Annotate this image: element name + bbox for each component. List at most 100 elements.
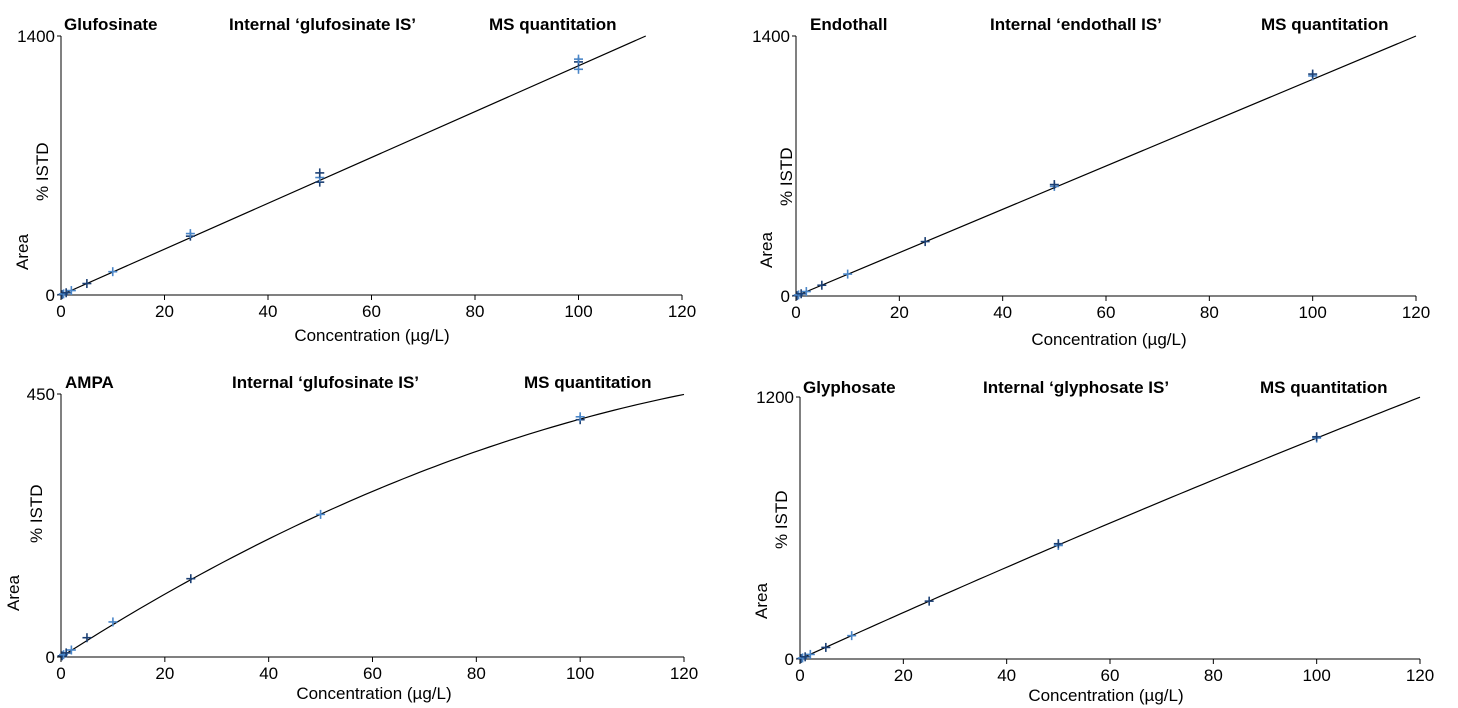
- x-tick-label: 60: [1101, 666, 1120, 685]
- data-point-marker: [82, 279, 92, 289]
- y-tick-label: 0: [781, 287, 790, 306]
- data-point-marker: [1053, 539, 1063, 549]
- y-axis-label-main: Area: [13, 234, 32, 270]
- y-axis-label-main: Area: [752, 583, 771, 619]
- chart-panel-endothall: Endothall Internal ‘endothall IS’ MS qua…: [752, 15, 1430, 349]
- y-axis-label-sub: % ISTD: [772, 490, 791, 549]
- y-axis-label-sub: % ISTD: [777, 147, 796, 206]
- x-tick-label: 120: [668, 302, 696, 321]
- x-tick-label: 100: [566, 664, 594, 683]
- y-axis-label-sub: % ISTD: [33, 142, 52, 201]
- fit-line: [60, 393, 685, 658]
- x-tick-label: 40: [259, 664, 278, 683]
- x-tick-label: 0: [56, 664, 65, 683]
- chart-panel-ampa: AMPA Internal ‘glufosinate IS’ MS quanti…: [4, 373, 698, 703]
- y-tick-label: 1400: [17, 27, 55, 46]
- x-axis-label: Concentration (µg/L): [296, 684, 451, 703]
- x-tick-label: 60: [362, 302, 381, 321]
- x-tick-label: 40: [997, 666, 1016, 685]
- x-tick-label: 120: [1406, 666, 1434, 685]
- data-point-marker: [82, 633, 92, 643]
- chart-subtitle: Internal ‘glyphosate IS’: [983, 378, 1169, 397]
- marker-group: [57, 412, 585, 661]
- data-point-marker: [796, 289, 806, 299]
- chart-method: MS quantitation: [1261, 15, 1388, 34]
- x-tick-group: 0 20 40 60 80 100 120: [56, 657, 698, 683]
- chart-subtitle: Internal ‘glufosinate IS’: [229, 15, 416, 34]
- data-point-marker: [805, 649, 815, 659]
- x-tick-label: 40: [259, 302, 278, 321]
- y-tick-label: 450: [27, 385, 55, 404]
- data-point-marker: [800, 652, 810, 662]
- x-tick-label: 60: [1097, 303, 1116, 322]
- fit-line: [799, 396, 1421, 660]
- chart-title: Glyphosate: [803, 378, 896, 397]
- y-tick-label: 1200: [756, 388, 794, 407]
- y-tick-label: 0: [46, 286, 55, 305]
- chart-subtitle: Internal ‘glufosinate IS’: [232, 373, 419, 392]
- chart-panel-glyphosate: Glyphosate Internal ‘glyphosate IS’ MS q…: [752, 378, 1434, 705]
- chart-title: AMPA: [65, 373, 114, 392]
- x-tick-label: 40: [993, 303, 1012, 322]
- x-tick-label: 80: [467, 664, 486, 683]
- x-tick-group: 0 20 40 60 80 100 120: [795, 659, 1434, 685]
- data-point-marker: [920, 237, 930, 247]
- data-point-marker: [1312, 432, 1322, 442]
- chart-subtitle: Internal ‘endothall IS’: [990, 15, 1162, 34]
- x-tick-label: 20: [155, 664, 174, 683]
- marker-group: [796, 432, 1322, 664]
- y-tick-label: 0: [785, 650, 794, 669]
- data-point-marker: [817, 280, 827, 290]
- data-point-marker: [316, 509, 326, 519]
- y-axis-label-sub: % ISTD: [27, 484, 46, 543]
- x-tick-label: 80: [466, 302, 485, 321]
- x-tick-label: 60: [363, 664, 382, 683]
- x-tick-label: 100: [1298, 303, 1326, 322]
- x-tick-label: 20: [890, 303, 909, 322]
- y-axis-label-main: Area: [757, 232, 776, 268]
- x-tick-label: 80: [1204, 666, 1223, 685]
- y-axis-label-main: Area: [4, 575, 23, 611]
- x-axis-label: Concentration (µg/L): [1028, 686, 1183, 705]
- data-point-marker: [66, 645, 76, 655]
- data-point-marker: [924, 596, 934, 606]
- x-tick-label: 0: [791, 303, 800, 322]
- y-tick-label: 0: [46, 648, 55, 667]
- y-tick-group: 0 450: [27, 385, 61, 667]
- data-point-marker: [61, 288, 71, 298]
- data-point-marker: [1049, 180, 1059, 190]
- data-point-marker: [821, 642, 831, 652]
- data-point-marker: [843, 269, 853, 279]
- marker-group: [57, 54, 583, 300]
- data-point-marker: [108, 267, 118, 277]
- data-point-marker: [186, 574, 196, 584]
- x-tick-label: 100: [564, 302, 592, 321]
- y-tick-label: 1400: [752, 27, 790, 46]
- x-tick-label: 0: [795, 666, 804, 685]
- chart-panel-glufosinate: Glufosinate Internal ‘glufosinate IS’ MS…: [13, 15, 696, 345]
- x-tick-label: 120: [670, 664, 698, 683]
- data-point-marker: [66, 286, 76, 296]
- fit-line: [795, 35, 1417, 297]
- x-axis-label: Concentration (µg/L): [294, 326, 449, 345]
- x-tick-label: 20: [155, 302, 174, 321]
- x-tick-label: 80: [1200, 303, 1219, 322]
- data-point-marker: [801, 287, 811, 297]
- fit-line: [60, 35, 647, 296]
- x-tick-label: 0: [56, 302, 65, 321]
- x-tick-label: 100: [1302, 666, 1330, 685]
- chart-method: MS quantitation: [524, 373, 651, 392]
- data-point-marker: [61, 648, 71, 658]
- chart-title: Endothall: [810, 15, 887, 34]
- chart-method: MS quantitation: [1260, 378, 1387, 397]
- data-point-marker: [847, 631, 857, 641]
- data-point-marker: [108, 617, 118, 627]
- x-tick-group: 0 20 40 60 80 100 120: [56, 295, 696, 321]
- data-point-marker: [574, 54, 583, 64]
- chart-method: MS quantitation: [489, 15, 616, 34]
- data-point-marker: [185, 229, 195, 239]
- x-tick-label: 20: [894, 666, 913, 685]
- x-tick-label: 120: [1402, 303, 1430, 322]
- data-point-marker: [315, 168, 325, 178]
